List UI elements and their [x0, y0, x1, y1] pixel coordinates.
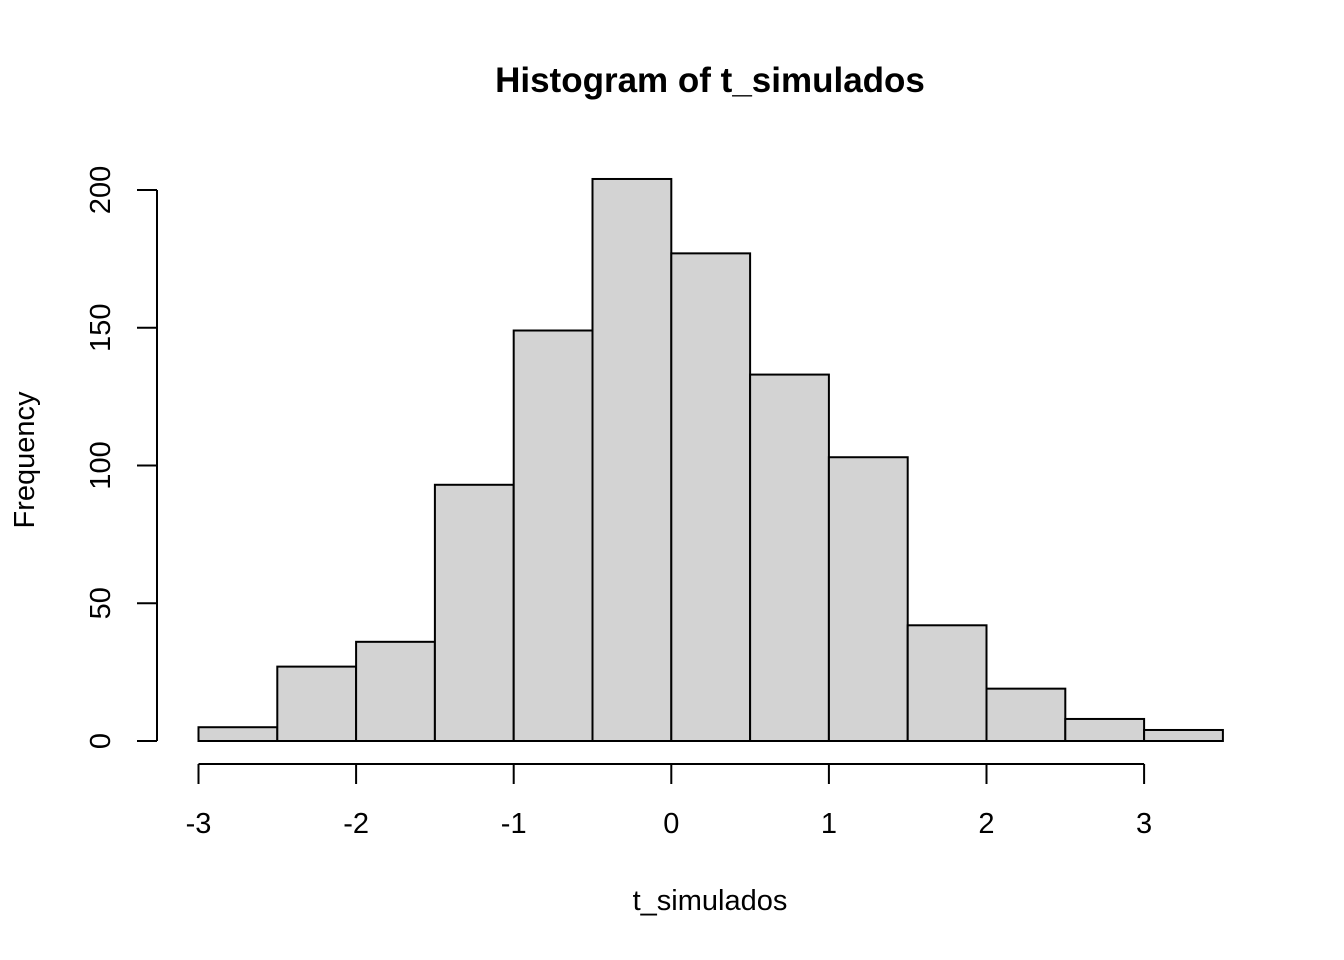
histogram-bar-5 [591, 177, 673, 743]
histogram-bar-2 [355, 640, 436, 743]
y-tick-label-3: 150 [85, 304, 117, 352]
histogram-bar-3 [433, 483, 515, 742]
histogram-bar-1 [276, 665, 358, 742]
x-axis-label: t_simulados [633, 885, 788, 917]
y-tick-label-0: 0 [85, 733, 117, 749]
x-tick-label-4: 1 [821, 808, 837, 840]
x-tick-label-3: 0 [663, 808, 679, 840]
y-axis-label: Frequency [9, 391, 41, 529]
chart-title: Histogram of t_simulados [495, 61, 925, 100]
x-tick-label-1: -2 [343, 808, 369, 840]
x-tick-label-5: 2 [978, 808, 994, 840]
histogram-bar-0 [197, 726, 279, 742]
y-tick-label-2: 100 [85, 441, 117, 489]
histogram-bar-11 [1064, 717, 1146, 743]
histogram-bar-7 [749, 373, 830, 742]
histogram-bar-9 [906, 624, 988, 742]
x-tick-label-6: 3 [1136, 808, 1152, 840]
histogram-bar-8 [827, 456, 909, 742]
x-tick-label-2: -1 [501, 808, 527, 840]
bars-group [197, 177, 1224, 743]
y-axis: 0 50 100 150 200 [85, 166, 158, 749]
x-tick-label-0: -3 [186, 808, 212, 840]
y-tick-label-4: 200 [85, 166, 117, 214]
histogram-bar-10 [985, 687, 1067, 743]
y-tick-label-1: 50 [85, 587, 117, 619]
histogram-bar-4 [512, 329, 594, 742]
histogram-bar-12 [1143, 728, 1224, 742]
histogram-bar-6 [670, 252, 752, 743]
x-axis: -3 -2 -1 0 1 2 3 [186, 763, 1152, 840]
